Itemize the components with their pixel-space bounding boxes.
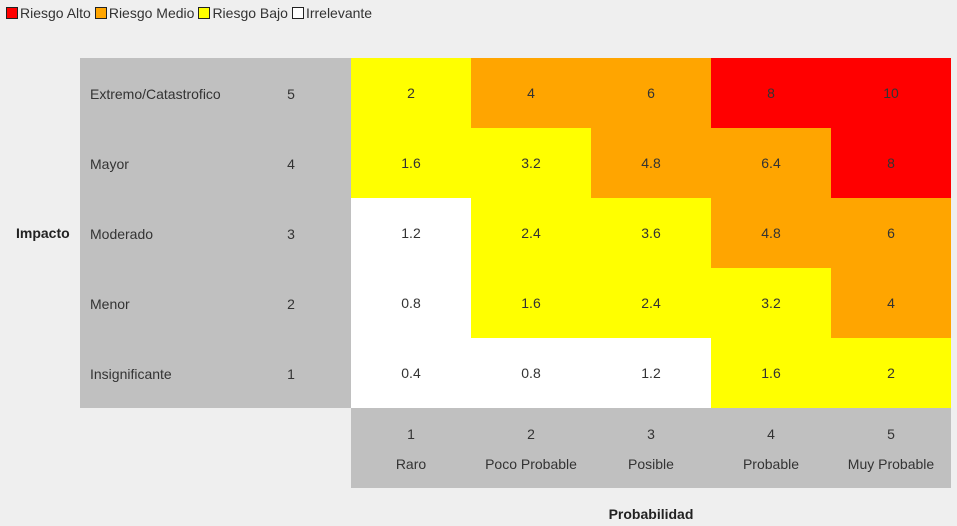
heatmap-cell: 0.8 [351,268,471,338]
x-category-value: 5 [887,426,895,442]
heatmap-cell: 1.6 [351,128,471,198]
legend-swatch [94,7,107,19]
legend-label: Riesgo Alto [20,5,91,21]
y-category-value: 1 [287,366,295,382]
legend: Riesgo Alto Riesgo Medio Riesgo Bajo Irrele… [6,4,376,22]
x-category-value: 2 [527,426,535,442]
x-category-column: 5 Muy Probable [831,408,951,488]
x-category-column: 4 Probable [711,408,831,488]
y-category-value: 4 [287,156,295,172]
heatmap-cell: 4.8 [711,198,831,268]
x-category-label: Posible [628,456,674,472]
y-category-value: 2 [287,296,295,312]
heatmap-cell: 2 [831,338,951,408]
x-category-value: 3 [647,426,655,442]
x-category-label: Muy Probable [847,456,935,472]
x-category-column: 2 Poco Probable [471,408,591,488]
heatmap-cell: 3.6 [591,198,711,268]
x-category-value: 1 [407,426,415,442]
legend-item: Riesgo Medio [94,5,195,21]
y-category-row: Insignificante 1 [80,338,351,408]
legend-label: Riesgo Bajo [212,5,288,21]
legend-swatch [198,7,211,19]
heatmap-cell: 6 [831,198,951,268]
heatmap-cell: 0.4 [351,338,471,408]
legend-label: Riesgo Medio [108,5,195,21]
y-category-value: 3 [287,226,295,242]
heatmap-cell: 4.8 [591,128,711,198]
legend-item: Riesgo Alto [6,5,91,21]
legend-swatch [291,7,304,19]
heatmap-cell: 10 [831,58,951,128]
heatmap-cell: 4 [471,58,591,128]
y-axis-title: Impacto [16,225,70,241]
y-category-label: Moderado [90,226,154,242]
y-category-label: Extremo/Catastrofico [90,86,221,102]
heatmap-cell: 4 [831,268,951,338]
heatmap-cell: 1.2 [591,338,711,408]
heatmap-cell: 0.8 [471,338,591,408]
heatmap-cell: 8 [711,58,831,128]
heatmap-cell: 8 [831,128,951,198]
x-axis-panel: 1 Raro 2 Poco Probable 3 Posible 4 Probable 5 Muy… [351,408,951,488]
y-category-row: Moderado 3 [80,198,351,268]
heatmap-cell: 2.4 [591,268,711,338]
x-category-label: Raro [395,456,427,472]
legend-swatch [6,7,18,19]
heatmap-cell: 2 [351,58,471,128]
heatmap-cell: 2.4 [471,198,591,268]
y-category-row: Extremo/Catastrofico 5 [80,58,351,128]
legend-item: Irrelevante [291,5,373,21]
y-category-label: Insignificante [90,366,172,382]
x-category-column: 1 Raro [351,408,471,488]
heatmap-grid: 2 4 6 8 10 1.6 3.2 4.8 6.4 8 1.2 2.4 3.6 4.8 6 0.8 1.6 2.… [351,58,951,408]
y-category-row: Menor 2 [80,268,351,338]
y-axis-panel: Extremo/Catastrofico 5 Mayor 4 Moderado 3 Meno… [80,58,351,408]
y-category-row: Mayor 4 [80,128,351,198]
heatmap-cell: 1.6 [471,268,591,338]
legend-item: Riesgo Bajo [198,5,288,21]
x-category-label: Probable [742,456,800,472]
heatmap-cell: 1.2 [351,198,471,268]
x-category-value: 4 [767,426,775,442]
x-category-column: 3 Posible [591,408,711,488]
y-category-label: Mayor [90,156,129,172]
y-category-value: 5 [287,86,295,102]
heatmap-cell: 6.4 [711,128,831,198]
heatmap-cell: 6 [591,58,711,128]
heatmap-cell: 3.2 [471,128,591,198]
heatmap-cell: 3.2 [711,268,831,338]
x-axis-title: Probabilidad [608,506,694,522]
legend-label: Irrelevante [305,5,373,21]
heatmap-cell: 1.6 [711,338,831,408]
x-category-label: Poco Probable [485,456,577,472]
y-category-label: Menor [90,296,130,312]
